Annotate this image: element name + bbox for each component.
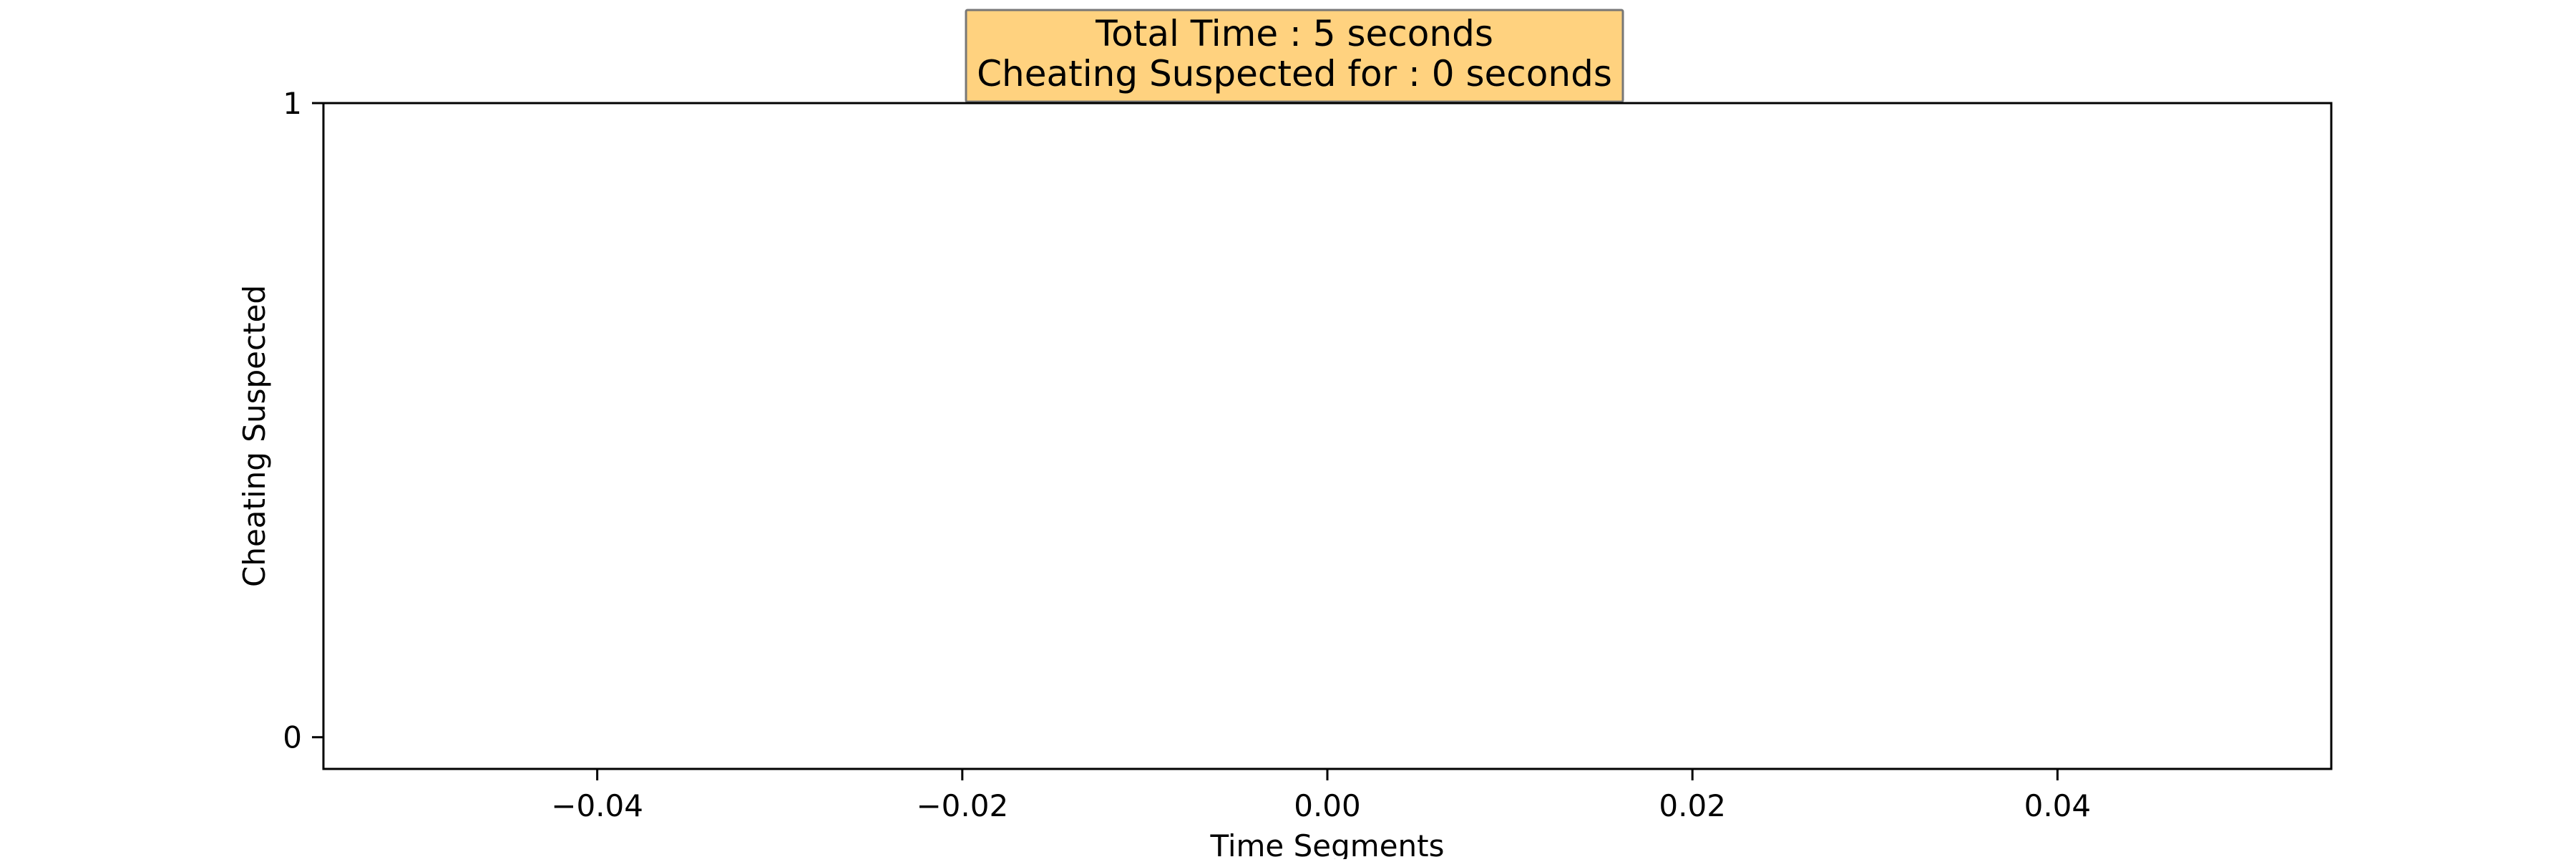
y-tick-label: 0: [283, 720, 302, 755]
title-line-total-time: Total Time : 5 seconds: [1095, 13, 1493, 54]
title-box-background: [965, 9, 1624, 103]
x-tick-label: −0.02: [916, 788, 1008, 823]
x-tick-label: 0.04: [2024, 788, 2092, 823]
x-tick-label: −0.04: [551, 788, 643, 823]
title-box: Total Time : 5 seconds Cheating Suspecte…: [965, 9, 1624, 103]
y-axis: 01: [283, 86, 323, 755]
plot-area: [322, 102, 2333, 770]
y-tick-label: 1: [283, 86, 302, 121]
y-axis-label: Cheating Suspected: [237, 285, 272, 587]
x-tick-label: 0.02: [1659, 788, 1726, 823]
title-line-cheating-suspected: Cheating Suspected for : 0 seconds: [977, 53, 1612, 95]
x-axis: −0.04 −0.02 0.00 0.02 0.04: [551, 769, 2091, 823]
x-tick-label: 0.00: [1294, 788, 1361, 823]
x-axis-label: Time Segments: [1209, 828, 1444, 859]
